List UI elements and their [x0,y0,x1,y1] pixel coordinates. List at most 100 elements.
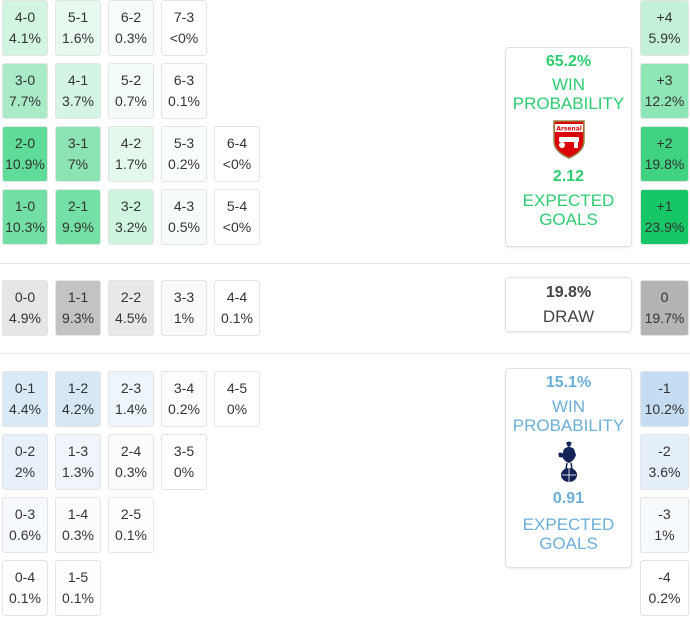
goal-diff-cell: -3 1% [640,497,689,553]
score-probability: 0.3% [115,464,147,480]
score-label: 2-5 [120,506,142,522]
score-label: 2-4 [120,443,142,459]
score-label: 6-4 [226,135,248,151]
score-cell: 4-1 3.7% [55,63,101,119]
score-cell: 4-0 4.1% [2,0,48,56]
score-label: 1-2 [67,380,89,396]
score-probability: 4.4% [9,401,41,417]
score-cell: 6-4 <0% [214,126,260,182]
tottenham-cockerel-icon [554,439,584,483]
score-probability: 0.2% [168,401,200,417]
goal-diff-cell: -1 10.2% [640,371,689,427]
score-cell: 3-4 0.2% [161,371,207,427]
away-expected-goals: 0.91 [552,490,585,507]
home-xg-label-2: GOALS [539,210,598,229]
score-cell: 6-3 0.1% [161,63,207,119]
score-cell: 4-5 0% [214,371,260,427]
goal-diff-cell: +4 5.9% [640,0,689,56]
score-label: 4-2 [120,135,142,151]
score-label: 1-5 [67,569,89,585]
draw-panel: 19.8% DRAW [505,277,632,332]
score-label: 0-4 [14,569,36,585]
score-label: 5-3 [173,135,195,151]
arsenal-crest-icon: Arsenal [552,119,586,159]
home-win-panel: 65.2% WIN PROBABILITY Arsenal 2.12 EXPEC… [505,47,632,247]
score-probability: 9.9% [62,219,94,235]
score-label: 2-1 [67,198,89,214]
score-cell: 0-2 2% [2,434,48,490]
score-probability: 3.2% [115,219,147,235]
away-xg-label-2: GOALS [539,534,598,553]
goal-diff-probability: 19.7% [644,310,685,326]
goal-diff-probability: 19.8% [644,156,685,172]
score-probability: 0.5% [168,219,200,235]
goal-diff-probability: 10.2% [644,401,685,417]
goal-diff-probability: 12.2% [644,93,685,109]
score-cell: 1-3 1.3% [55,434,101,490]
score-cell: 2-3 1.4% [108,371,154,427]
score-probability: 9.3% [62,310,94,326]
home-expected-goals: 2.12 [552,168,585,185]
home-win-probability: 65.2% [545,53,592,70]
goal-diff-label: +4 [656,9,673,25]
score-probability: 1.7% [115,156,147,172]
goal-diff-cell: 0 19.7% [640,280,689,336]
score-label: 3-3 [173,289,195,305]
score-probability: 1.6% [62,30,94,46]
score-cell: 5-4 <0% [214,189,260,245]
score-label: 0-1 [14,380,36,396]
draw-label: DRAW [542,307,595,326]
goal-diff-label: +3 [656,72,673,88]
away-win-label-1: WIN [551,397,586,416]
score-cell: 2-2 4.5% [108,280,154,336]
goal-diff-cell: +3 12.2% [640,63,689,119]
section-divider [0,353,690,354]
score-probability: 4.1% [9,30,41,46]
score-label: 3-1 [67,135,89,151]
score-label: 4-3 [173,198,195,214]
score-probability: 0.1% [221,310,253,326]
score-cell: 3-3 1% [161,280,207,336]
score-label: 7-3 [173,9,195,25]
goal-diff-probability: 0.2% [648,590,681,606]
score-cell: 3-0 7.7% [2,63,48,119]
score-label: 3-0 [14,72,36,88]
score-cell: 1-5 0.1% [55,560,101,616]
score-cell: 4-4 0.1% [214,280,260,336]
score-cell: 0-1 4.4% [2,371,48,427]
score-cell: 2-0 10.9% [2,126,48,182]
score-probability: 2% [14,464,36,480]
score-probability: <0% [222,219,252,235]
score-cell: 2-4 0.3% [108,434,154,490]
score-probability: <0% [222,156,252,172]
goal-diff-label: -1 [658,380,671,396]
score-cell: 2-5 0.1% [108,497,154,553]
score-probability: <0% [169,30,199,46]
score-cell: 1-2 4.2% [55,371,101,427]
goal-diff-label: -2 [658,443,671,459]
score-probability: 4.9% [9,310,41,326]
score-label: 3-2 [120,198,142,214]
home-xg-label-1: EXPECTED [522,191,615,210]
score-label: 5-2 [120,72,142,88]
goal-diff-label: +2 [656,135,673,151]
away-win-panel: 15.1% WIN PROBABILITY 0.91 EXPECTED GOAL… [505,368,632,568]
score-probability: 0.1% [9,590,41,606]
score-label: 1-0 [14,198,36,214]
score-cell: 3-5 0% [161,434,207,490]
score-cell: 3-1 7% [55,126,101,182]
score-cell: 0-4 0.1% [2,560,48,616]
score-label: 5-4 [226,198,248,214]
score-cell: 7-3 <0% [161,0,207,56]
score-probability: 3.7% [62,93,94,109]
score-cell: 5-3 0.2% [161,126,207,182]
score-cell: 3-2 3.2% [108,189,154,245]
score-label: 2-0 [14,135,36,151]
score-probability: 7.7% [9,93,41,109]
score-cell: 1-1 9.3% [55,280,101,336]
score-label: 6-3 [173,72,195,88]
home-win-label-1: WIN [551,75,586,94]
away-win-label-2: PROBABILITY [512,416,625,435]
score-label: 4-0 [14,9,36,25]
score-probability: 10.9% [5,156,45,172]
